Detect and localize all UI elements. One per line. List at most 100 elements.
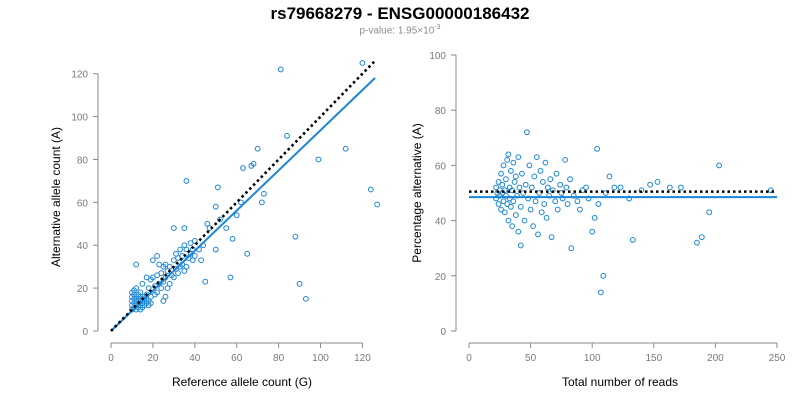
- data-point: [170, 225, 177, 231]
- data-point: [516, 184, 523, 191]
- data-point: [716, 162, 722, 169]
- data-point: [606, 173, 613, 180]
- data-point: [145, 285, 152, 292]
- data-point: [495, 179, 502, 185]
- data-point: [600, 272, 607, 279]
- data-point: [512, 212, 519, 218]
- data-point: [698, 234, 705, 241]
- data-point: [521, 217, 528, 224]
- data-point: [212, 246, 219, 253]
- x-tick-label: 40: [189, 353, 201, 364]
- data-point: [233, 212, 240, 219]
- y-tick-label: 120: [71, 70, 88, 81]
- data-point: [177, 246, 184, 253]
- y-tick-label: 100: [429, 51, 446, 62]
- data-point: [170, 274, 177, 281]
- data-point: [567, 176, 573, 183]
- data-point: [342, 145, 349, 152]
- y-tick-label: 100: [71, 113, 88, 124]
- x-axis-title: Reference allele count (G): [172, 375, 312, 389]
- x-tick-label: 60: [231, 353, 243, 364]
- p-value-text: p-value: 1.95×10: [359, 25, 435, 37]
- x-tick-label: 100: [312, 353, 329, 364]
- data-point: [183, 263, 190, 270]
- x-tick-label: 50: [525, 353, 537, 364]
- data-point: [367, 186, 374, 193]
- data-point: [694, 239, 700, 246]
- y-axis-title: Percentage alternative (A): [410, 123, 424, 262]
- data-point: [522, 181, 529, 188]
- data-point: [542, 159, 549, 166]
- data-point: [678, 184, 684, 191]
- data-point: [284, 132, 290, 139]
- data-point: [500, 198, 507, 205]
- data-point: [244, 250, 251, 257]
- data-point: [544, 184, 551, 191]
- data-point: [528, 184, 535, 191]
- data-point: [158, 285, 165, 292]
- data-point: [158, 270, 165, 277]
- data-point: [666, 184, 673, 191]
- data-point: [558, 190, 565, 196]
- data-point: [626, 195, 633, 202]
- y-tick-label: 0: [82, 327, 88, 338]
- data-point: [515, 154, 522, 161]
- data-point: [557, 181, 564, 188]
- data-point: [585, 195, 592, 202]
- data-point: [512, 173, 519, 180]
- data-point: [519, 170, 525, 177]
- y-tick-label: 40: [435, 217, 447, 228]
- data-point: [611, 184, 618, 191]
- data-point: [514, 192, 520, 199]
- data-point: [510, 159, 517, 166]
- data-point: [597, 289, 604, 296]
- data-point: [574, 198, 581, 205]
- data-point: [591, 214, 598, 221]
- data-point: [583, 184, 589, 191]
- data-point: [543, 214, 550, 221]
- data-point: [223, 225, 230, 231]
- data-point: [183, 178, 190, 184]
- data-point: [506, 195, 513, 202]
- y-tick-label: 40: [77, 241, 89, 252]
- data-point: [509, 187, 516, 194]
- data-point: [296, 280, 303, 287]
- data-point: [568, 245, 575, 252]
- data-point: [505, 151, 512, 158]
- data-point: [493, 184, 500, 191]
- data-point: [503, 176, 509, 183]
- reference-line: [110, 59, 376, 332]
- data-point: [139, 280, 146, 287]
- data-point: [191, 253, 198, 259]
- x-tick-label: 0: [108, 353, 114, 364]
- data-point: [530, 223, 536, 230]
- data-point: [162, 293, 169, 300]
- data-point: [531, 173, 538, 180]
- y-tick-label: 20: [77, 284, 89, 295]
- chart-title: rs79668279 - ENSG00000186432: [270, 4, 530, 23]
- x-tick-label: 200: [707, 353, 724, 364]
- x-tick-label: 80: [273, 353, 285, 364]
- p-value-exponent: -3: [434, 24, 441, 31]
- data-point: [501, 209, 508, 216]
- data-point: [595, 201, 602, 207]
- data-point: [181, 225, 188, 231]
- data-point: [504, 201, 511, 207]
- data-point: [537, 168, 544, 174]
- x-tick-label: 20: [147, 353, 159, 364]
- data-point: [227, 274, 234, 281]
- data-point: [501, 187, 508, 194]
- data-point: [535, 231, 541, 238]
- data-point: [499, 181, 506, 188]
- data-point: [562, 156, 568, 163]
- data-point: [498, 170, 504, 177]
- data-point: [374, 201, 380, 208]
- data-point: [532, 198, 539, 205]
- data-point: [147, 300, 154, 307]
- data-point: [198, 257, 204, 264]
- data-point: [546, 192, 552, 199]
- y-tick-label: 60: [77, 198, 89, 209]
- data-point: [559, 195, 566, 202]
